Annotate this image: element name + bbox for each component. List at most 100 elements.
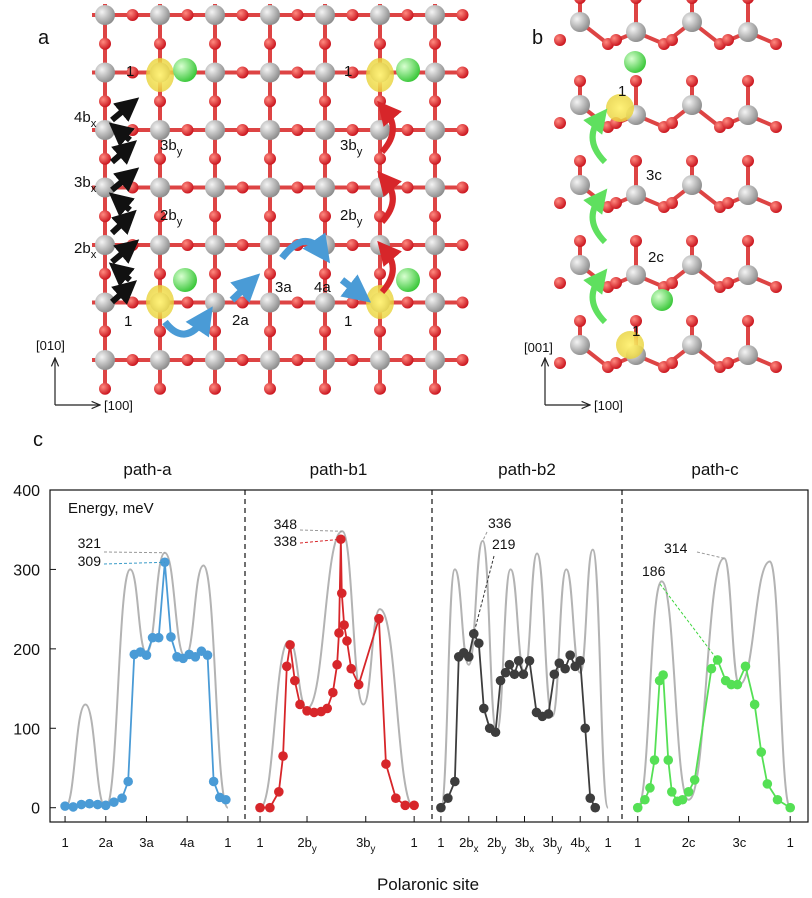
o-atom bbox=[236, 239, 249, 251]
data-point bbox=[740, 661, 751, 672]
x-axis-label: Polaronic site bbox=[377, 875, 479, 894]
o-atom bbox=[264, 267, 276, 280]
data-point bbox=[463, 651, 474, 662]
site-label-text: 3a bbox=[275, 279, 292, 296]
site-label-text: 2b bbox=[160, 207, 177, 224]
o-atom bbox=[346, 239, 359, 251]
site-label: 2by bbox=[160, 207, 183, 228]
ti-atom bbox=[370, 120, 390, 140]
data-point bbox=[509, 669, 520, 680]
structure-a bbox=[92, 4, 469, 395]
o-atom bbox=[319, 325, 331, 338]
o-atom bbox=[554, 277, 566, 289]
o-atom bbox=[429, 267, 441, 280]
x-tick-label: 1 bbox=[61, 835, 68, 850]
data-point bbox=[549, 669, 560, 680]
o-atom bbox=[429, 325, 441, 338]
o-atom bbox=[666, 117, 678, 129]
x-tick-label: 2a bbox=[99, 835, 114, 850]
axis-label: [001] bbox=[524, 340, 553, 355]
ti-atom bbox=[260, 62, 280, 83]
x-tick-label-text: 2b bbox=[297, 835, 311, 850]
o-atom bbox=[686, 75, 698, 87]
x-tick-label: 3a bbox=[139, 835, 154, 850]
o-atom bbox=[126, 124, 139, 136]
arrow bbox=[339, 274, 372, 303]
site-label: 1 bbox=[344, 313, 352, 330]
o-atom bbox=[181, 239, 194, 251]
ti-atom bbox=[150, 5, 170, 25]
data-point bbox=[265, 802, 275, 813]
data-point bbox=[339, 620, 349, 630]
ti-atom bbox=[315, 292, 335, 313]
peak-label: 309 bbox=[78, 553, 102, 569]
ti-atom bbox=[738, 185, 758, 205]
site-label: 1 bbox=[618, 83, 626, 100]
o-atom bbox=[209, 152, 221, 165]
ti-atom bbox=[260, 235, 280, 255]
data-point bbox=[645, 783, 655, 793]
o-atom bbox=[686, 155, 698, 167]
o-atom bbox=[456, 296, 469, 309]
plot-frame bbox=[49, 489, 809, 823]
ti-atom bbox=[260, 292, 280, 313]
ti-atom bbox=[738, 105, 758, 125]
x-tick-label: 3bx bbox=[515, 835, 534, 855]
ti-atom bbox=[95, 62, 115, 83]
panel-title: path-b2 bbox=[498, 460, 556, 479]
chart: c Polaronic site path-a Energy, meV 0 100 20… bbox=[13, 429, 809, 894]
data-point bbox=[663, 755, 674, 765]
data-point bbox=[575, 655, 586, 666]
o-atom bbox=[742, 75, 754, 87]
ti-atom bbox=[260, 5, 280, 25]
o-atom bbox=[264, 37, 276, 50]
site-label-text: 3b bbox=[160, 137, 177, 154]
x-tick-label-sub: y bbox=[557, 844, 562, 855]
ti-atom bbox=[95, 120, 115, 140]
o-atom bbox=[291, 66, 304, 79]
o-atom bbox=[630, 155, 642, 167]
data-point bbox=[632, 802, 643, 813]
peak-leader bbox=[103, 561, 165, 565]
site-label: 3bx bbox=[74, 174, 97, 195]
data-point bbox=[309, 707, 319, 718]
o-atom bbox=[574, 0, 586, 4]
x-tick-label-text: 4a bbox=[180, 835, 195, 850]
y-tick-label: 300 bbox=[13, 562, 40, 579]
data-point bbox=[290, 675, 300, 686]
o-atom bbox=[374, 95, 386, 108]
peak-label: 336 bbox=[488, 515, 512, 531]
data-point bbox=[706, 663, 717, 674]
ti-atom bbox=[570, 255, 590, 275]
o-atom bbox=[291, 124, 304, 136]
o-atom bbox=[346, 9, 359, 21]
site-label: 1 bbox=[124, 313, 132, 330]
arrow bbox=[110, 280, 138, 305]
o-atom bbox=[401, 124, 414, 136]
o-atom bbox=[770, 201, 782, 213]
o-atom bbox=[374, 325, 386, 338]
ti-atom bbox=[570, 12, 590, 32]
ti-atom bbox=[682, 12, 702, 32]
data-point bbox=[109, 797, 119, 807]
peak-leader bbox=[473, 555, 495, 634]
o-atom bbox=[456, 354, 469, 366]
data-line bbox=[260, 539, 415, 809]
x-tick-label-text: 1 bbox=[224, 835, 231, 850]
o-atom bbox=[154, 267, 166, 280]
o-atom bbox=[374, 37, 386, 50]
x-tick-label: 2c bbox=[682, 835, 696, 850]
panel-title: path-b1 bbox=[310, 460, 368, 479]
panel-label: c bbox=[33, 429, 43, 451]
x-tick-label: 1 bbox=[411, 835, 418, 850]
ti-atom bbox=[205, 62, 225, 83]
dopant-atom bbox=[173, 268, 197, 292]
x-tick-label: 2by bbox=[487, 835, 506, 855]
site-label-text: 1 bbox=[344, 63, 352, 80]
o-atom bbox=[429, 210, 441, 223]
site-label: 1 bbox=[126, 63, 134, 80]
peak-leader bbox=[482, 531, 488, 542]
ti-atom bbox=[738, 265, 758, 285]
data-point bbox=[153, 632, 164, 643]
